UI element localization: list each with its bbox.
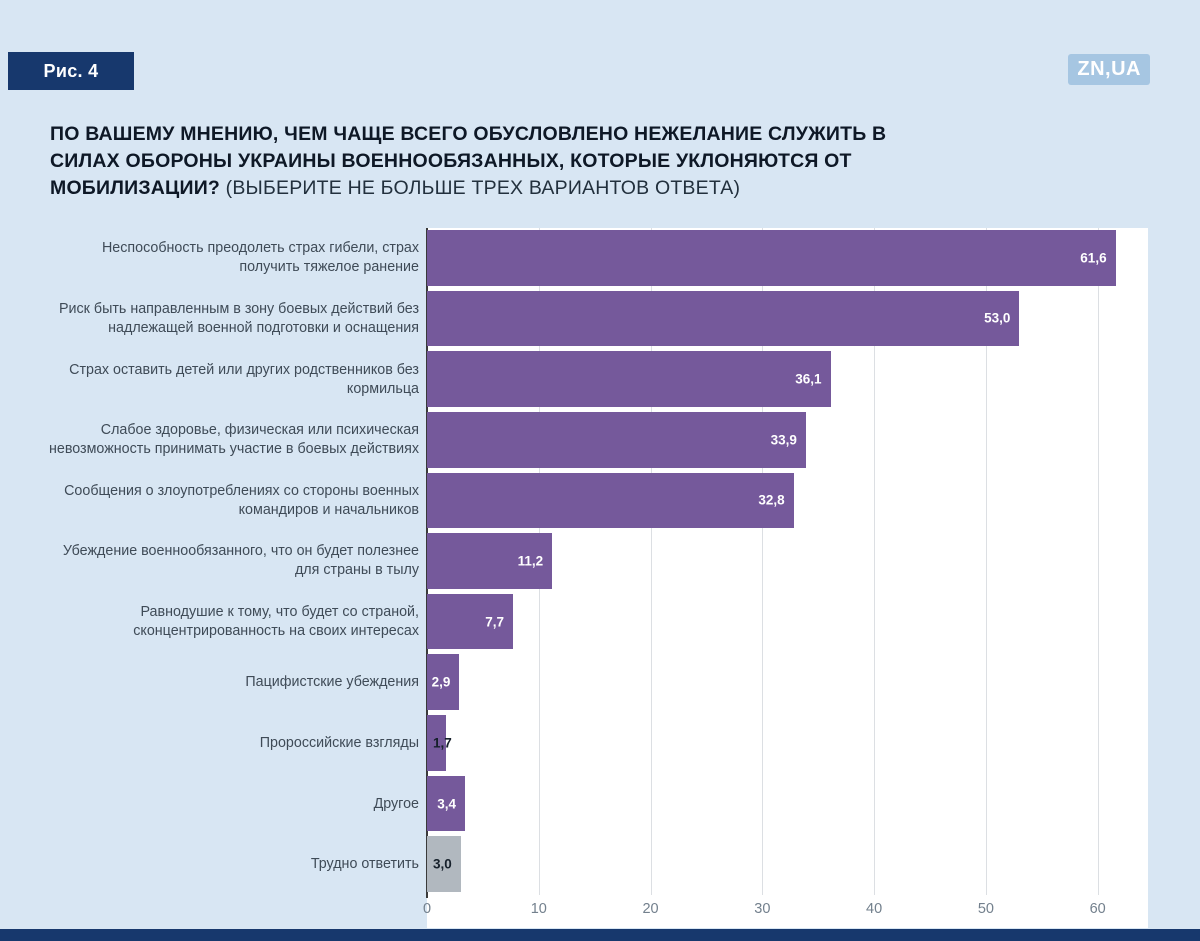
x-tick-label: 10 xyxy=(530,901,547,917)
chart-row: Пророссийские взгляды 1,7 xyxy=(0,713,1200,774)
bar: 11,2 xyxy=(427,533,553,589)
chart-row: Слабое здоровье, физическая или психичес… xyxy=(0,410,1200,471)
bar: 7,7 xyxy=(427,593,514,650)
x-tick-label: 40 xyxy=(866,901,883,917)
figure-label-badge: Рис. 4 xyxy=(8,52,134,90)
chart-row: Равнодушие к тому, что будет со страной,… xyxy=(0,592,1200,653)
category-label: Сообщения о злоупотреблениях со стороны … xyxy=(64,482,419,518)
gridline xyxy=(762,228,764,895)
gridline xyxy=(985,228,987,895)
znua-logo-text: ZN,UA xyxy=(1077,58,1141,80)
chart-row: Трудно ответить 3,0 xyxy=(0,834,1200,895)
x-tick-label: 0 xyxy=(422,901,432,917)
bar: 3,0 xyxy=(427,836,461,892)
gridline xyxy=(874,228,876,895)
value-label: 3,0 xyxy=(433,856,452,872)
gridline xyxy=(650,228,652,895)
bar: 36,1 xyxy=(427,351,831,407)
bar: 33,9 xyxy=(427,411,806,468)
category-label: Трудно ответить xyxy=(310,856,419,873)
x-tick-label: 50 xyxy=(977,901,994,917)
footer-bar xyxy=(0,929,1200,941)
chart-row: Пацифистские убеждения 2,9 xyxy=(0,652,1200,713)
chart-row: Страх оставить детей или других родствен… xyxy=(0,349,1200,410)
category-label: Неспособность преодолеть страх гибели, с… xyxy=(101,240,419,276)
value-label: 53,0 xyxy=(984,310,1011,326)
chart-row: Неспособность преодолеть страх гибели, с… xyxy=(0,228,1200,289)
value-label: 3,4 xyxy=(437,796,456,812)
category-label: Убеждение военнообязанного, что он будет… xyxy=(62,543,419,579)
category-label: Пророссийские взгляды xyxy=(259,734,419,751)
category-label: Риск быть направленным в зону боевых дей… xyxy=(59,300,419,336)
value-label: 7,7 xyxy=(485,614,505,630)
chart-row: Убеждение военнообязанного, что он будет… xyxy=(0,531,1200,592)
bar: 2,9 xyxy=(427,654,460,711)
value-label: 33,9 xyxy=(770,432,797,448)
category-label: Пацифистские убеждения xyxy=(245,674,419,691)
chart-title-note: (ВЫБЕРИТЕ НЕ БОЛЬШЕ ТРЕХ ВАРИАНТОВ ОТВЕТ… xyxy=(225,176,741,199)
chart-row: Сообщения о злоупотреблениях со стороны … xyxy=(0,471,1200,532)
bar: 32,8 xyxy=(427,472,794,529)
gridline xyxy=(1097,228,1099,895)
category-label: Страх оставить детей или других родствен… xyxy=(69,361,419,397)
value-label: 1,7 xyxy=(433,735,452,751)
category-label: Равнодушие к тому, что будет со страной,… xyxy=(133,604,419,640)
value-label: 11,2 xyxy=(517,553,544,569)
bar: 3,4 xyxy=(427,775,465,832)
category-label: Другое xyxy=(373,795,419,812)
bar: 61,6 xyxy=(427,230,1116,286)
chart-row: Риск быть направленным в зону боевых дей… xyxy=(0,289,1200,350)
chart-title-question: ПО ВАШЕМУ МНЕНИЮ, ЧЕМ ЧАЩЕ ВСЕГО ОБУСЛОВ… xyxy=(50,123,887,199)
value-label: 61,6 xyxy=(1080,250,1107,266)
x-tick-label: 60 xyxy=(1089,901,1106,917)
x-tick-label: 20 xyxy=(642,901,659,917)
znua-logo: ZN,UA xyxy=(1068,54,1150,85)
value-label: 2,9 xyxy=(431,674,451,690)
chart-row: Другое 3,4 xyxy=(0,774,1200,835)
value-label: 36,1 xyxy=(795,371,822,387)
value-label: 32,8 xyxy=(758,492,785,508)
x-tick-label: 30 xyxy=(754,901,771,917)
chart-title: ПО ВАШЕМУ МНЕНИЮ, ЧЕМ ЧАЩЕ ВСЕГО ОБУСЛОВ… xyxy=(50,121,955,202)
category-label: Слабое здоровье, физическая или психичес… xyxy=(48,422,419,458)
bar: 53,0 xyxy=(427,290,1020,347)
bar: 1,7 xyxy=(427,715,452,771)
